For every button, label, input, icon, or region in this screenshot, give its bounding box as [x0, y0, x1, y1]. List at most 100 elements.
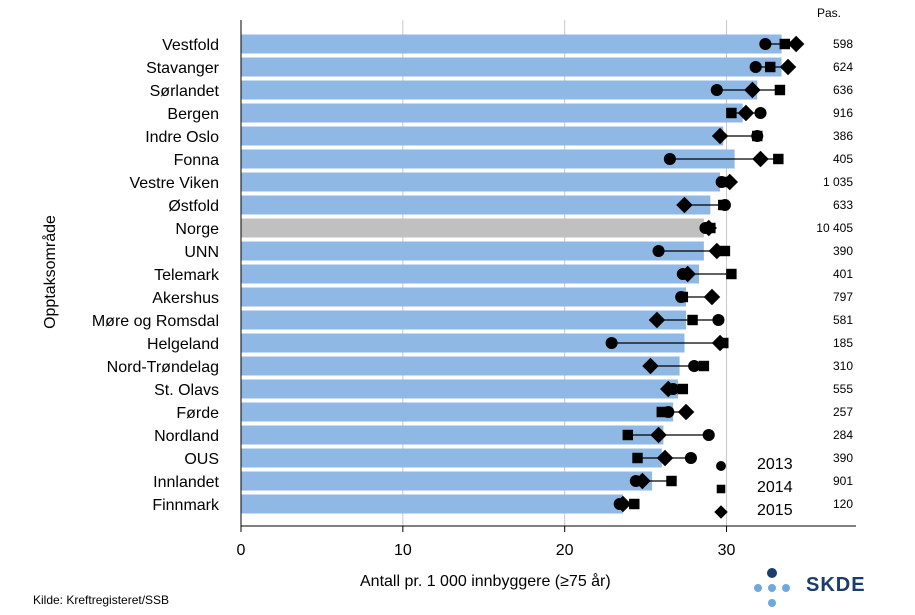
point-2013	[663, 152, 676, 166]
point-2014	[764, 61, 776, 73]
bar	[241, 356, 680, 376]
category-label: Nord-Trøndelag	[107, 359, 219, 376]
pas-value: 257	[833, 405, 853, 419]
category-label: Sørlandet	[150, 83, 220, 100]
x-tick-label: 0	[237, 542, 246, 559]
point-2013	[749, 60, 762, 74]
pas-value: 120	[833, 497, 853, 511]
point-2014	[698, 360, 710, 372]
logo-text: SKDE	[806, 574, 866, 596]
bar	[241, 34, 782, 54]
bar	[241, 80, 758, 100]
legend-marker-2014	[716, 484, 726, 494]
point-2014	[622, 429, 634, 441]
category-label: Møre og Romsdal	[92, 313, 219, 330]
point-2015	[660, 380, 677, 398]
point-2015	[648, 311, 666, 329]
point-2015	[744, 81, 761, 99]
category-label: Akershus	[152, 290, 219, 307]
point-2015	[787, 35, 805, 53]
source-note: Kilde: Kreftregisteret/SSB	[33, 593, 170, 607]
point-2013	[605, 336, 618, 350]
point-2014	[687, 314, 698, 326]
point-2013	[710, 83, 723, 97]
pas-value: 284	[833, 428, 853, 442]
point-2014	[632, 452, 643, 464]
pas-value: 555	[833, 382, 853, 396]
point-2014	[718, 199, 729, 211]
point-2014	[629, 498, 640, 510]
point-2015	[656, 449, 674, 467]
category-label: Innlandet	[153, 474, 219, 491]
point-2014	[773, 153, 784, 165]
logo-dot	[768, 584, 776, 592]
category-label: Vestfold	[162, 37, 219, 54]
legend-label-2014: 2014	[757, 479, 793, 496]
point-2014	[677, 383, 689, 395]
point-2015	[711, 334, 729, 352]
point-2015	[634, 472, 651, 490]
category-label: Stavanger	[146, 60, 220, 77]
logo-dot	[754, 584, 762, 592]
point-2015	[779, 58, 797, 76]
category-label: Østfold	[168, 198, 219, 215]
bar	[241, 103, 743, 123]
pas-value: 797	[833, 290, 853, 304]
pas-value: 916	[833, 106, 853, 120]
pas-value: 636	[833, 83, 853, 97]
point-2015	[711, 127, 729, 145]
point-2014	[726, 268, 737, 280]
category-label: Finnmark	[152, 497, 220, 514]
pas-value: 598	[833, 37, 853, 51]
point-2014	[726, 107, 737, 119]
pas-header: Pas.	[817, 6, 842, 20]
point-2015	[700, 219, 717, 237]
logo-dot	[782, 584, 790, 592]
category-label: Telemark	[154, 267, 220, 284]
bar	[241, 57, 782, 77]
point-2013	[712, 313, 725, 327]
bar	[241, 149, 735, 169]
pas-value: 310	[833, 359, 853, 373]
point-2013	[652, 244, 665, 258]
pas-value: 405	[833, 152, 853, 166]
point-2014	[779, 38, 791, 50]
bar	[241, 218, 704, 238]
bar	[241, 494, 623, 514]
bar	[241, 241, 704, 261]
bar	[241, 195, 711, 215]
category-label: Nordland	[154, 428, 219, 445]
point-2015	[676, 196, 693, 214]
pas-value: 401	[833, 267, 853, 281]
y-axis-label: Opptaksområde	[42, 215, 59, 329]
point-2015	[650, 426, 667, 444]
x-tick-label: 20	[556, 542, 574, 559]
skde-logo-dots	[754, 568, 790, 607]
point-2015	[708, 242, 726, 260]
point-2015	[721, 173, 739, 191]
bar	[241, 333, 685, 353]
bar	[241, 310, 687, 330]
category-label: Førde	[176, 405, 219, 422]
pas-value: 185	[833, 336, 853, 350]
point-2013	[754, 106, 767, 120]
category-label: Bergen	[167, 106, 219, 123]
point-2015	[703, 288, 721, 306]
bar	[241, 425, 664, 445]
category-label: Vestre Viken	[129, 175, 219, 192]
pas-value: 581	[833, 313, 853, 327]
category-label: St. Olavs	[154, 382, 219, 399]
point-2014	[774, 84, 786, 96]
point-2013	[684, 451, 697, 465]
x-tick-label: 30	[718, 542, 736, 559]
bar	[241, 126, 724, 146]
legend-marker-2013	[716, 461, 726, 471]
bar	[241, 402, 674, 422]
legend-marker-2015	[714, 505, 728, 519]
point-2015	[752, 150, 769, 168]
point-2014	[752, 130, 763, 142]
category-label: OUS	[184, 451, 219, 468]
pas-value: 633	[833, 198, 853, 212]
point-2013	[702, 428, 715, 442]
